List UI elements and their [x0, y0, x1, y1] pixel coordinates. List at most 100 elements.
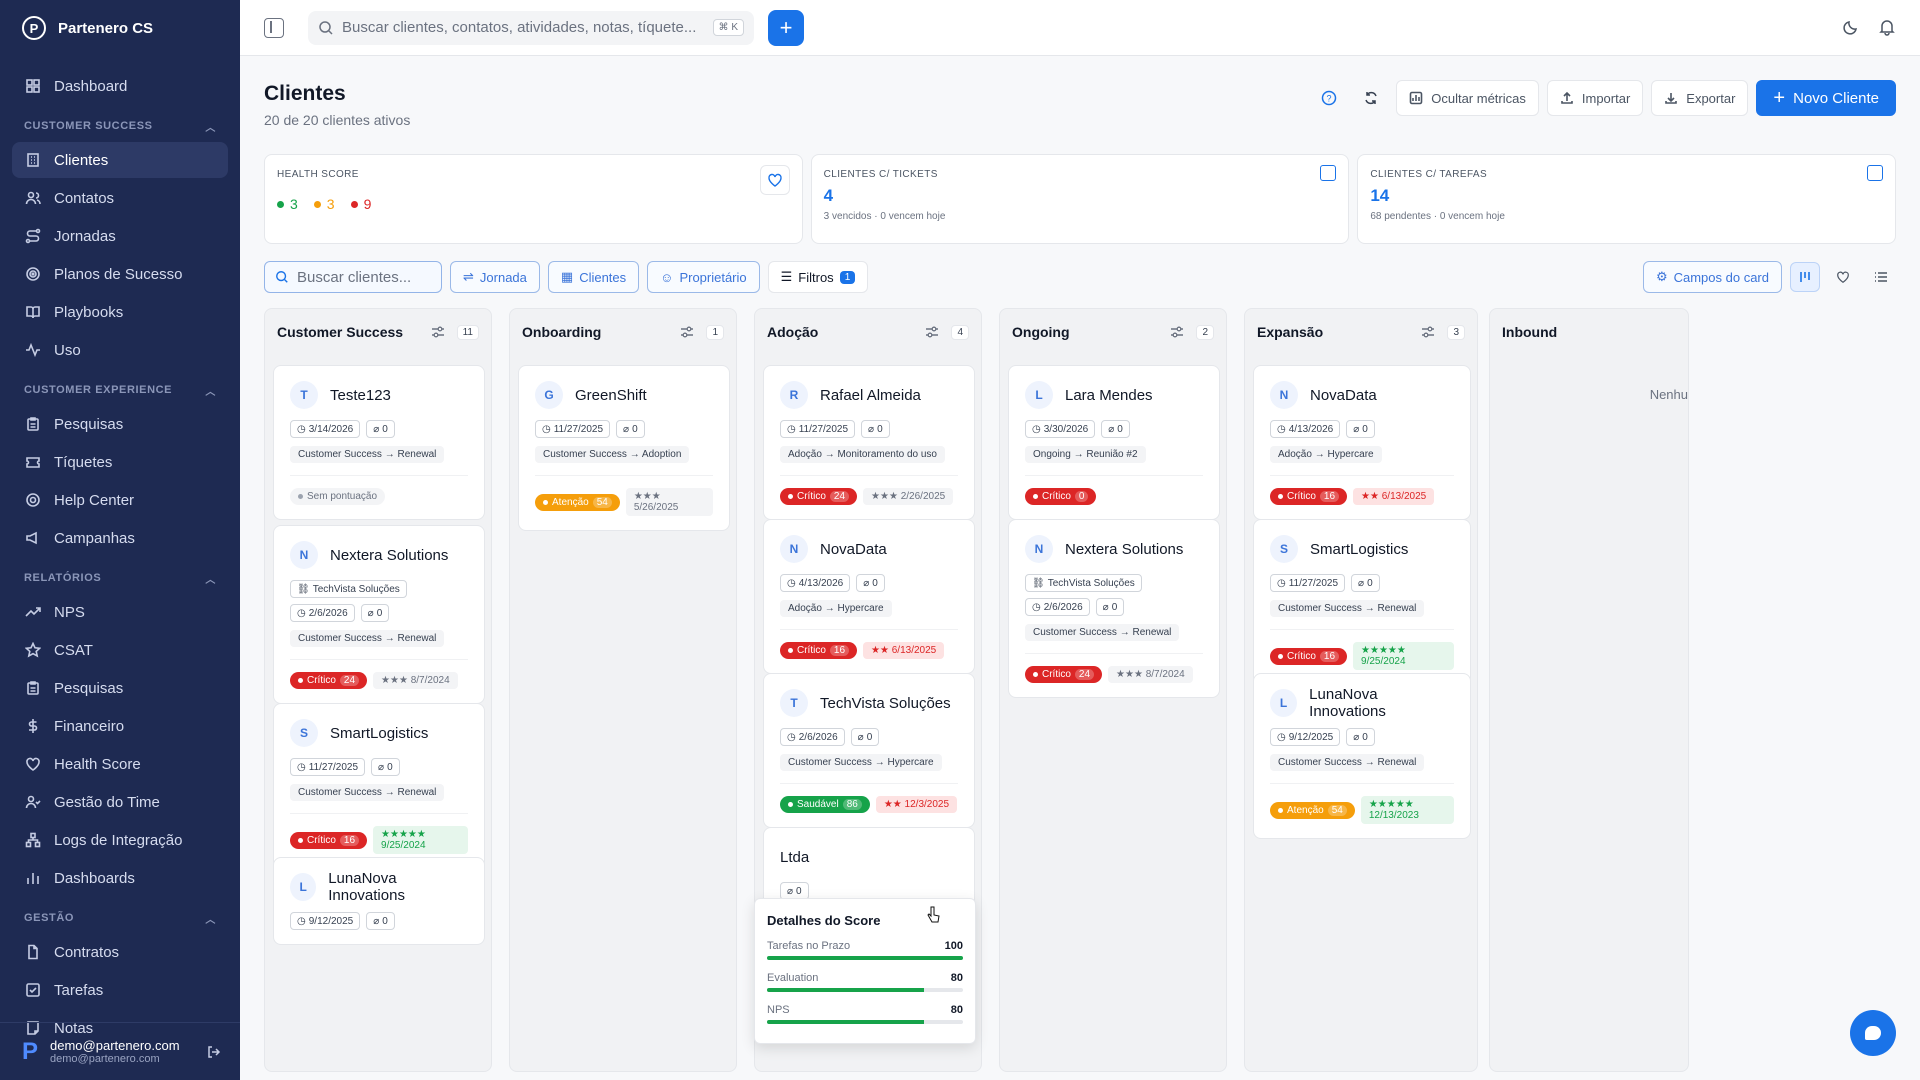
- hide-metrics-button[interactable]: Ocultar métricas: [1396, 80, 1539, 116]
- global-search[interactable]: ⌘ K: [308, 10, 754, 45]
- kanban-view-icon[interactable]: [1790, 262, 1820, 292]
- client-card[interactable]: T Teste123 ◷ 3/14/2026 ⌀ 0 Customer Success …: [273, 365, 485, 520]
- score-detail-value: 100: [944, 940, 963, 952]
- client-card[interactable]: T TechVista Soluções ◷ 2/6/2026 ⌀ 0 Customer…: [763, 673, 975, 828]
- health-score-label: Atenção: [552, 496, 589, 508]
- sidebar-item-dashboards[interactable]: Dashboards: [12, 860, 228, 896]
- chat-button[interactable]: [1850, 1010, 1896, 1056]
- client-card[interactable]: N Nextera Solutions ⛓ TechVista Soluções ◷ …: [1008, 519, 1220, 698]
- sidebar-item-nps[interactable]: NPS: [12, 594, 228, 630]
- column-settings-icon[interactable]: [925, 325, 939, 339]
- sidebar-item-dashboard[interactable]: Dashboard: [12, 68, 228, 104]
- health-score-badge[interactable]: Crítico 16: [290, 831, 368, 849]
- sidebar-item-clientes[interactable]: Clientes: [12, 142, 228, 178]
- sidebar-section-header[interactable]: GESTÃO ︿: [12, 902, 228, 934]
- sidebar-item-uso[interactable]: Uso: [12, 332, 228, 368]
- avatar: N: [780, 535, 808, 563]
- health-score-badge[interactable]: Crítico 24: [1025, 666, 1103, 683]
- logout-icon[interactable]: [206, 1044, 222, 1060]
- client-card[interactable]: L LunaNova Innovations ◷ 9/12/2025 ⌀ 0: [273, 857, 485, 945]
- client-card[interactable]: N Nextera Solutions ⛓ TechVista Soluções ◷ …: [273, 525, 485, 704]
- sidebar-toggle-icon[interactable]: [264, 17, 284, 38]
- help-icon[interactable]: ?: [1312, 81, 1346, 115]
- column-count: 3: [1447, 324, 1465, 340]
- sidebar-section-header[interactable]: CUSTOMER EXPERIENCE ︿: [12, 374, 228, 406]
- metric-health-score[interactable]: HEALTH SCORE 3 3 9: [264, 154, 803, 244]
- brand[interactable]: P Partenero CS: [0, 0, 240, 56]
- card-meta-tag: ◷ 4/13/2026: [1270, 420, 1341, 438]
- sidebar-item-label: Clientes: [54, 151, 109, 169]
- filter-filtros[interactable]: ☰ Filtros 1: [767, 261, 869, 293]
- sidebar-item-tiquetes[interactable]: Tíquetes: [12, 444, 228, 480]
- journey-stage: Customer Success → Renewal: [290, 446, 445, 463]
- sidebar-item-contratos[interactable]: Contratos: [12, 934, 228, 970]
- global-search-input[interactable]: [342, 19, 705, 36]
- client-card[interactable]: S SmartLogistics ◷ 11/27/2025 ⌀ 0 Customer S…: [273, 703, 485, 869]
- client-search[interactable]: [264, 261, 442, 293]
- sidebar-item-csat[interactable]: CSAT: [12, 632, 228, 668]
- client-card[interactable]: G GreenShift ◷ 11/27/2025 ⌀ 0 Customer Succe…: [518, 365, 730, 531]
- health-view-icon[interactable]: [1828, 262, 1858, 292]
- health-score-badge[interactable]: Atenção 54: [535, 493, 620, 511]
- column-settings-icon[interactable]: [431, 325, 445, 339]
- sidebar-item-contatos[interactable]: Contatos: [12, 180, 228, 216]
- client-name: SmartLogistics: [330, 724, 429, 742]
- card-meta-tag: ⌀ 0: [366, 912, 395, 930]
- column-settings-icon[interactable]: [1421, 325, 1435, 339]
- sidebar-item-help-center[interactable]: Help Center: [12, 482, 228, 518]
- list-view-icon[interactable]: [1866, 262, 1896, 292]
- sidebar-item-campanhas[interactable]: Campanhas: [12, 520, 228, 556]
- health-score-badge[interactable]: Crítico 24: [780, 488, 858, 505]
- sidebar-item-pesquisas[interactable]: Pesquisas: [12, 670, 228, 706]
- client-card[interactable]: R Rafael Almeida ◷ 11/27/2025 ⌀ 0 Adoção → M…: [763, 365, 975, 520]
- client-name: NovaData: [820, 540, 887, 558]
- health-score-badge[interactable]: Atenção 54: [1270, 801, 1355, 819]
- moon-icon[interactable]: [1842, 18, 1860, 36]
- health-score-badge[interactable]: Crítico 24: [290, 672, 368, 689]
- health-score-badge[interactable]: Crítico 0: [1025, 488, 1097, 505]
- filter-clientes[interactable]: ▦ Clientes: [547, 261, 640, 293]
- sidebar-item-pesquisas[interactable]: Pesquisas: [12, 406, 228, 442]
- client-card[interactable]: N NovaData ◷ 4/13/2026 ⌀ 0 Adoção → Hypercar…: [1253, 365, 1471, 520]
- sidebar-item-jornadas[interactable]: Jornadas: [12, 218, 228, 254]
- health-score-badge[interactable]: Saudável 86: [780, 796, 870, 813]
- client-card[interactable]: L LunaNova Innovations ◷ 9/12/2025 ⌀ 0 Custo…: [1253, 673, 1471, 839]
- metric-tickets[interactable]: CLIENTES C/ TICKETS 4 3 vencidos · 0 ven…: [810, 154, 1350, 244]
- clipboard-icon: [24, 415, 42, 433]
- filter-proprietario[interactable]: ☺ Proprietário: [647, 261, 760, 293]
- health-score-badge[interactable]: Sem pontuação: [290, 488, 386, 505]
- client-card[interactable]: N NovaData ◷ 4/13/2026 ⌀ 0 Adoção → Hypercar…: [763, 519, 975, 674]
- health-score-badge[interactable]: Crítico 16: [1270, 488, 1348, 505]
- sidebar-item-financeiro[interactable]: Financeiro: [12, 708, 228, 744]
- heart-pulse-icon[interactable]: [759, 165, 790, 195]
- refresh-icon[interactable]: [1354, 81, 1388, 115]
- sidebar-section-header[interactable]: CUSTOMER SUCCESS ︿: [12, 110, 228, 142]
- client-card[interactable]: L Lara Mendes ◷ 3/30/2026 ⌀ 0 Ongoing → Reun…: [1008, 365, 1220, 520]
- health-score-badge[interactable]: Crítico 16: [1270, 647, 1348, 665]
- health-score-badge[interactable]: Crítico 16: [780, 642, 858, 659]
- sidebar-item-logs-de-integracao[interactable]: Logs de Integração: [12, 822, 228, 858]
- export-button[interactable]: Exportar: [1651, 80, 1749, 116]
- column-settings-icon[interactable]: [680, 325, 694, 339]
- sidebar-item-playbooks[interactable]: Playbooks: [12, 294, 228, 330]
- clock-icon: ◷: [787, 731, 796, 743]
- new-client-button[interactable]: + Novo Cliente: [1756, 80, 1896, 116]
- bell-icon[interactable]: [1878, 18, 1896, 36]
- sidebar-item-health-score[interactable]: Health Score: [12, 746, 228, 782]
- import-button[interactable]: Importar: [1546, 80, 1644, 116]
- card-meta-tag: ⌀ 0: [1101, 420, 1130, 438]
- metrics-row: HEALTH SCORE 3 3 9 CLIENTES C/ TICKETS 4…: [264, 154, 1897, 244]
- sidebar-item-planos-de-sucesso[interactable]: Planos de Sucesso: [12, 256, 228, 292]
- sidebar-section-header[interactable]: RELATÓRIOS ︿: [12, 562, 228, 594]
- quick-add-button[interactable]: +: [768, 9, 804, 46]
- card-fields-button[interactable]: ⚙ Campos do card: [1642, 261, 1782, 293]
- client-search-input[interactable]: [297, 268, 431, 286]
- metric-tasks[interactable]: CLIENTES C/ TAREFAS 14 68 pendentes · 0 …: [1357, 154, 1897, 244]
- sidebar-item-gestao-do-time[interactable]: Gestão do Time: [12, 784, 228, 820]
- filter-jornada[interactable]: ⇌ Jornada: [450, 261, 540, 293]
- journey-stage: Customer Success → Renewal: [1270, 600, 1425, 617]
- sidebar-item-tarefas[interactable]: Tarefas: [12, 972, 228, 1008]
- clock-icon: ◷: [1032, 423, 1041, 435]
- column-settings-icon[interactable]: [1170, 325, 1184, 339]
- client-card[interactable]: S SmartLogistics ◷ 11/27/2025 ⌀ 0 Customer S…: [1253, 519, 1471, 685]
